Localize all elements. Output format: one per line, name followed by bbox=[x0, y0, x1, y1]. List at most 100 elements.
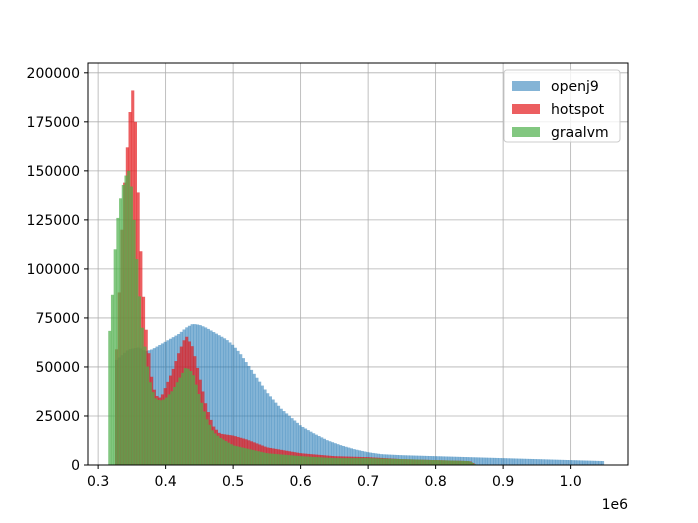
histogram-bar bbox=[549, 459, 553, 465]
histogram-bar bbox=[426, 459, 430, 465]
x-tick-label: 0.7 bbox=[357, 474, 379, 490]
histogram-bar bbox=[279, 408, 283, 465]
legend-label: graalvm bbox=[551, 125, 609, 141]
histogram-bar bbox=[399, 459, 403, 465]
histogram-bar bbox=[285, 413, 289, 465]
histogram-bar bbox=[223, 338, 227, 465]
histogram-bar bbox=[204, 327, 208, 465]
histogram-bar bbox=[351, 458, 355, 465]
histogram-bar bbox=[418, 459, 422, 465]
histogram-bar bbox=[568, 460, 572, 465]
histogram-bar bbox=[341, 445, 345, 465]
histogram-bar bbox=[501, 458, 505, 465]
ticks: 0.3 0.4 0.5 0.6 0.7 0.8 0.9 1.0 0 25000 50000 75000… bbox=[27, 66, 582, 490]
histogram-bar bbox=[297, 455, 301, 465]
histogram-bar bbox=[119, 198, 123, 465]
histogram-bar bbox=[598, 460, 602, 465]
x-tick-label: 0.6 bbox=[289, 474, 311, 490]
histogram-bar bbox=[484, 457, 488, 465]
x-offset-label: 1e6 bbox=[602, 497, 629, 513]
histogram-bar bbox=[336, 444, 340, 465]
histogram-bar bbox=[267, 453, 271, 465]
histogram-bar bbox=[359, 458, 363, 465]
histogram-bar bbox=[343, 458, 347, 465]
histogram-bar bbox=[235, 446, 239, 465]
histogram-bar bbox=[443, 460, 447, 465]
histogram-bar bbox=[590, 460, 594, 465]
histogram-bar bbox=[533, 459, 537, 465]
histogram-bar bbox=[205, 419, 209, 465]
histogram-bar bbox=[440, 460, 444, 465]
histogram-bar bbox=[206, 328, 210, 465]
histogram-bar bbox=[283, 454, 287, 465]
histogram-bar bbox=[225, 340, 229, 465]
histogram-bar bbox=[247, 365, 251, 465]
histogram-bar bbox=[116, 217, 120, 465]
histogram-bar bbox=[563, 459, 567, 465]
histogram-bar bbox=[493, 457, 497, 465]
histogram-bar bbox=[290, 418, 294, 465]
x-tick-label: 0.8 bbox=[424, 474, 446, 490]
histogram-bar bbox=[243, 448, 247, 465]
histogram-bar bbox=[233, 347, 237, 465]
histogram-bar bbox=[312, 433, 316, 465]
histogram-bar bbox=[370, 458, 374, 465]
histogram-bar bbox=[514, 458, 518, 465]
histogram-bar bbox=[325, 440, 329, 465]
histogram-bar bbox=[281, 454, 285, 465]
histogram-bar bbox=[232, 445, 236, 465]
histogram-bar bbox=[394, 458, 398, 465]
histogram-bar bbox=[282, 411, 286, 465]
histogram-bar bbox=[467, 461, 471, 465]
histogram-bar bbox=[335, 458, 339, 465]
histogram-bar bbox=[121, 184, 125, 465]
histogram-bar bbox=[340, 458, 344, 465]
histogram-bar bbox=[372, 458, 376, 465]
histogram-bar bbox=[295, 422, 299, 465]
histogram-bar bbox=[167, 394, 171, 465]
histogram-bar bbox=[298, 425, 302, 465]
histogram-bar bbox=[214, 333, 218, 465]
histogram-bar bbox=[437, 460, 441, 465]
histogram-bar bbox=[270, 453, 274, 465]
histogram-bar bbox=[547, 459, 551, 465]
histogram-bar bbox=[301, 426, 305, 465]
histogram-bar bbox=[264, 453, 268, 465]
histogram-bar bbox=[314, 434, 318, 465]
histogram-bar bbox=[221, 439, 225, 465]
histogram-bar bbox=[159, 400, 163, 465]
histogram-bar bbox=[503, 458, 507, 465]
histogram-bar bbox=[345, 458, 349, 465]
axes bbox=[87, 62, 629, 466]
histogram-bar bbox=[287, 415, 291, 465]
histogram-bar bbox=[173, 386, 177, 465]
histogram-bar bbox=[308, 456, 312, 465]
histogram-bar bbox=[277, 405, 281, 465]
histogram-bar bbox=[258, 381, 262, 465]
y-tick-label: 175000 bbox=[27, 115, 80, 131]
histogram-bar bbox=[424, 459, 428, 465]
bars bbox=[108, 90, 605, 466]
y-tick-label: 125000 bbox=[27, 213, 80, 229]
histogram-bar bbox=[470, 462, 474, 465]
histogram-bar bbox=[227, 442, 231, 465]
histogram-bar bbox=[146, 366, 150, 465]
histogram-bar bbox=[348, 458, 352, 465]
y-tick-label: 200000 bbox=[27, 66, 80, 82]
histogram-bar bbox=[231, 344, 235, 465]
histogram-bar bbox=[191, 375, 196, 465]
histogram-bar bbox=[208, 424, 212, 465]
histogram-bar bbox=[194, 384, 198, 465]
histogram-bar bbox=[347, 447, 351, 465]
histogram-bar bbox=[197, 394, 201, 465]
histogram-bar bbox=[353, 458, 358, 465]
histogram-bar bbox=[397, 459, 401, 465]
histogram-bar bbox=[552, 459, 556, 465]
histogram-bar bbox=[506, 458, 510, 465]
histogram-bar bbox=[320, 437, 324, 465]
histogram-bar bbox=[108, 330, 112, 465]
histogram-bar bbox=[405, 459, 409, 465]
histogram-bar bbox=[574, 460, 578, 465]
histogram-bar bbox=[255, 377, 259, 465]
